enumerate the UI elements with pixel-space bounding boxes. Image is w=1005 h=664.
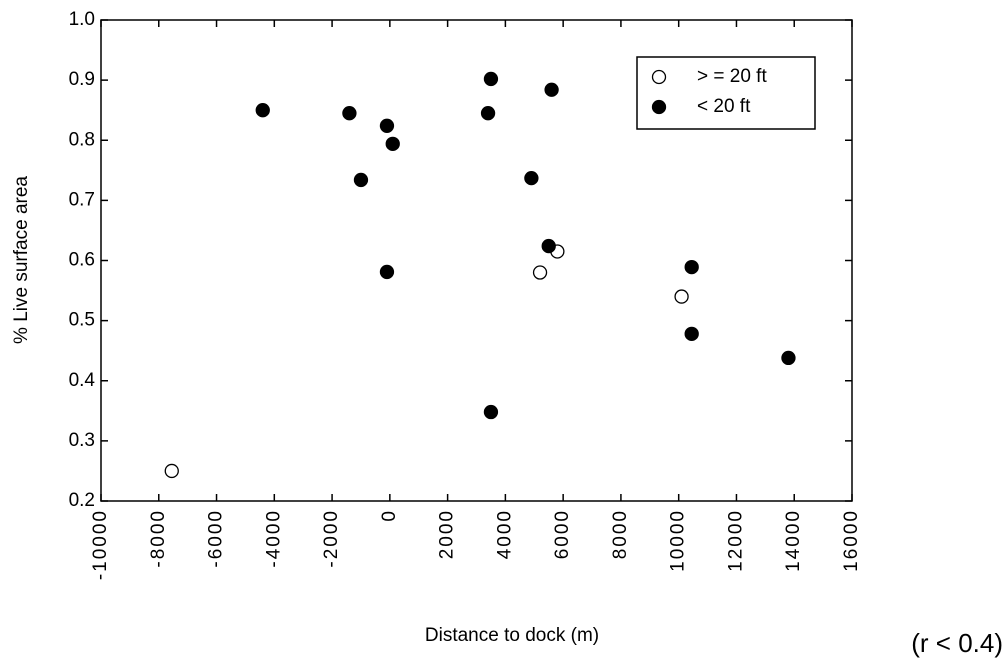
y-tick-label: 0.5 bbox=[69, 310, 95, 331]
x-tick-label: 6000 bbox=[552, 509, 573, 559]
point bbox=[385, 136, 400, 152]
x-tick-label: 14000 bbox=[783, 509, 804, 572]
y-tick-label: 0.6 bbox=[69, 250, 95, 271]
point bbox=[532, 265, 548, 280]
point bbox=[164, 463, 179, 479]
x-tick-label: 0 bbox=[379, 509, 400, 522]
legend-marker bbox=[651, 69, 667, 85]
y-tick-label: 0.2 bbox=[69, 490, 95, 511]
x-tick-label: 8000 bbox=[610, 509, 631, 559]
point bbox=[544, 82, 559, 97]
x-tick-label: 2000 bbox=[437, 509, 458, 559]
legend-label: < 20 ft bbox=[697, 96, 751, 117]
legend-box bbox=[636, 56, 816, 130]
point bbox=[342, 106, 357, 121]
legend-label: > = 20 ft bbox=[697, 66, 767, 87]
x-tick-label: -4000 bbox=[263, 509, 284, 568]
point bbox=[684, 259, 699, 275]
point bbox=[674, 289, 689, 304]
point bbox=[541, 238, 556, 254]
y-tick-label: 0.7 bbox=[69, 189, 95, 210]
y-tick-label: 0.3 bbox=[69, 430, 95, 451]
x-tick-label: -2000 bbox=[321, 509, 342, 568]
x-tick-label: 10000 bbox=[668, 509, 689, 572]
point bbox=[483, 71, 499, 87]
point bbox=[781, 350, 796, 366]
x-tick-label: -6000 bbox=[206, 509, 227, 568]
point bbox=[524, 170, 539, 186]
point bbox=[379, 118, 395, 133]
y-tick-label: 0.8 bbox=[69, 129, 95, 150]
y-tick-label: 0.9 bbox=[69, 69, 95, 90]
y-tick-label: 0.4 bbox=[69, 370, 96, 391]
x-tick-label: 12000 bbox=[725, 509, 746, 572]
annotation: (r < 0.4) bbox=[911, 628, 1003, 658]
y-tick-label: 1.0 bbox=[69, 9, 95, 30]
point bbox=[483, 404, 499, 420]
point bbox=[684, 326, 699, 342]
x-tick-label: 4000 bbox=[494, 509, 515, 559]
x-tick-label: 16000 bbox=[841, 509, 862, 572]
x-tick-label: -10000 bbox=[90, 509, 111, 580]
y-axis-label: % Live surface area bbox=[11, 176, 32, 344]
point bbox=[480, 106, 496, 121]
x-tick-label: -8000 bbox=[148, 509, 169, 568]
x-axis-label: Distance to dock (m) bbox=[425, 625, 599, 646]
point bbox=[379, 264, 395, 280]
point bbox=[255, 103, 270, 118]
point bbox=[353, 172, 369, 188]
legend-marker bbox=[651, 99, 667, 115]
